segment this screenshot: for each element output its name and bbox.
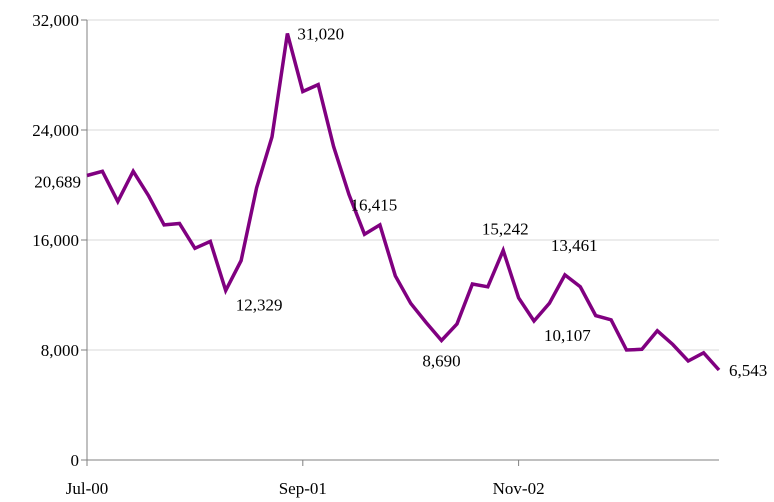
- data-label: 8,690: [422, 352, 460, 371]
- y-tick-label: 0: [71, 451, 80, 470]
- data-label: 13,461: [551, 236, 598, 255]
- x-tick-label: Jul-00: [66, 479, 109, 498]
- x-tick-label: Nov-02: [493, 479, 545, 498]
- data-label: 20,689: [34, 173, 81, 192]
- data-label: 15,242: [482, 219, 529, 238]
- y-tick-label: 8,000: [41, 341, 79, 360]
- data-label: 6,543: [729, 361, 767, 380]
- y-tick-label: 16,000: [32, 231, 79, 250]
- data-label: 16,415: [350, 195, 397, 214]
- data-label: 10,107: [544, 326, 591, 345]
- y-tick-label: 24,000: [32, 121, 79, 140]
- x-tick-label: Sep-01: [279, 479, 327, 498]
- data-label: 12,329: [236, 295, 283, 314]
- series-line: [86, 33, 721, 372]
- data-label: 31,020: [297, 24, 344, 43]
- y-tick-label: 32,000: [32, 11, 79, 30]
